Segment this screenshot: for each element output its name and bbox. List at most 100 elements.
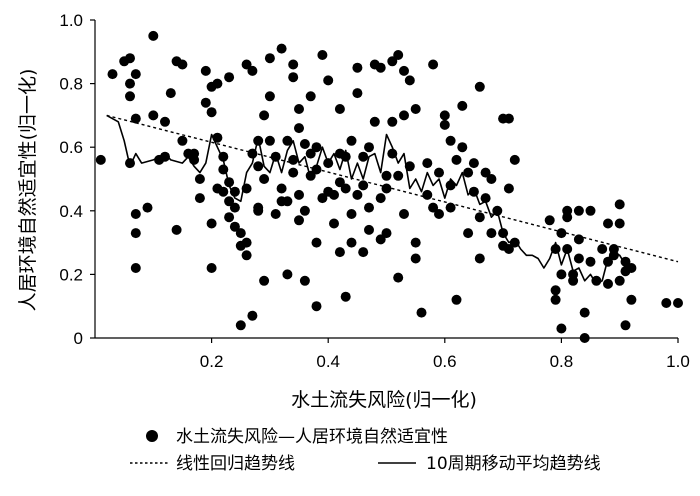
scatter-point (422, 189, 433, 200)
scatter-point (288, 59, 299, 70)
scatter-point (200, 97, 211, 108)
scatter-point (375, 193, 386, 204)
scatter-point (171, 224, 182, 235)
y-tick-label: 0.8 (59, 75, 83, 94)
scatter-point (253, 205, 264, 216)
scatter-point (480, 167, 491, 178)
scatter-point (299, 275, 310, 286)
scatter-point (125, 91, 135, 102)
scatter-point (434, 209, 444, 219)
scatter-point (259, 174, 270, 184)
legend: 水土流失风险—人居环境自然适宜性 线性回归趋势线 10周期移动平均趋势线 (130, 427, 601, 474)
scatter-point (125, 78, 135, 89)
scatter-point (364, 202, 374, 213)
scatter-point (241, 250, 252, 261)
scatter-point (381, 183, 392, 194)
scatter-point (556, 323, 567, 334)
scatter-point (253, 161, 264, 172)
scatter-point (486, 228, 497, 239)
scatter-point (614, 218, 625, 229)
scatter-point (422, 158, 433, 169)
scatter-point (282, 269, 293, 280)
scatter-point (474, 253, 485, 264)
scatter-point (509, 154, 520, 165)
scatter-point (503, 183, 514, 194)
scatter-point (270, 209, 281, 219)
scatter-point (282, 196, 293, 207)
scatter-point (352, 62, 363, 73)
linear-trend-line (106, 114, 679, 263)
scatter-point (294, 215, 304, 226)
scatter-point (264, 53, 275, 64)
scatter-point (556, 228, 567, 239)
scatter-point (399, 65, 409, 76)
scatter-point (503, 113, 514, 124)
x-axis-label: 水土流失风险(归一化) (291, 389, 477, 411)
scatter-point (620, 320, 631, 331)
scatter-point (247, 310, 258, 321)
y-tick-label: 0.2 (59, 265, 83, 284)
scatter-point (603, 218, 613, 229)
scatter-point (346, 237, 357, 248)
scatter-point (130, 209, 141, 219)
scatter-point (550, 294, 561, 305)
scatter-point (125, 53, 135, 64)
x-tick-label: 1.0 (666, 352, 690, 371)
scatter-point (463, 167, 474, 178)
scatter-point (364, 142, 374, 153)
scatter-point (614, 275, 625, 286)
scatter-point (416, 307, 427, 318)
scatter-point (235, 228, 246, 239)
scatter-point (317, 50, 328, 60)
scatter-point (218, 186, 229, 197)
scatter-point (568, 275, 579, 286)
scatter-point (393, 272, 404, 283)
scatter-point (457, 142, 468, 153)
scatter-point (334, 177, 345, 188)
y-tick-label: 1.0 (59, 11, 83, 30)
scatter-point (603, 256, 613, 267)
scatter-point (399, 110, 409, 121)
scatter-point (206, 218, 217, 229)
scatter-point (579, 307, 590, 318)
scatter-point (410, 253, 421, 264)
scatter-point (399, 209, 409, 219)
scatter-point (241, 59, 252, 70)
scatter-point (305, 148, 316, 159)
scatter-point (428, 59, 439, 70)
scatter-point (229, 202, 240, 213)
scatter-point (95, 154, 106, 165)
scatter-point (614, 199, 625, 210)
scatter-point (381, 228, 392, 239)
scatter-point (229, 221, 240, 232)
scatter-point (562, 212, 573, 223)
scatter-point (673, 298, 683, 308)
scatter-point (259, 275, 270, 286)
scatter-point (428, 202, 439, 213)
scatter-point (439, 119, 450, 130)
scatter-point (264, 91, 275, 102)
scatter-point (340, 183, 351, 194)
x-tick-label: 0.8 (550, 352, 574, 371)
scatter-point (130, 113, 141, 124)
scatter-point (445, 202, 456, 213)
scatter-point (451, 154, 462, 165)
scatter-point (130, 69, 141, 80)
scatter-point (375, 234, 386, 245)
scatter-point (585, 205, 596, 216)
scatter-point (445, 135, 456, 146)
scatter-point (206, 107, 217, 118)
scatter-point (573, 234, 584, 245)
scatter-point (556, 269, 567, 280)
scatter-point (264, 135, 275, 146)
scatter-point (474, 212, 485, 223)
scatter-point (474, 81, 485, 92)
scatter-point (352, 189, 363, 200)
scatter-point (107, 69, 118, 80)
scatter-point (241, 237, 252, 248)
plot-area (95, 30, 683, 343)
scatter-point (439, 110, 450, 121)
moving-average-line (106, 114, 627, 285)
scatter-point (626, 294, 637, 305)
scatter-point (346, 135, 357, 146)
